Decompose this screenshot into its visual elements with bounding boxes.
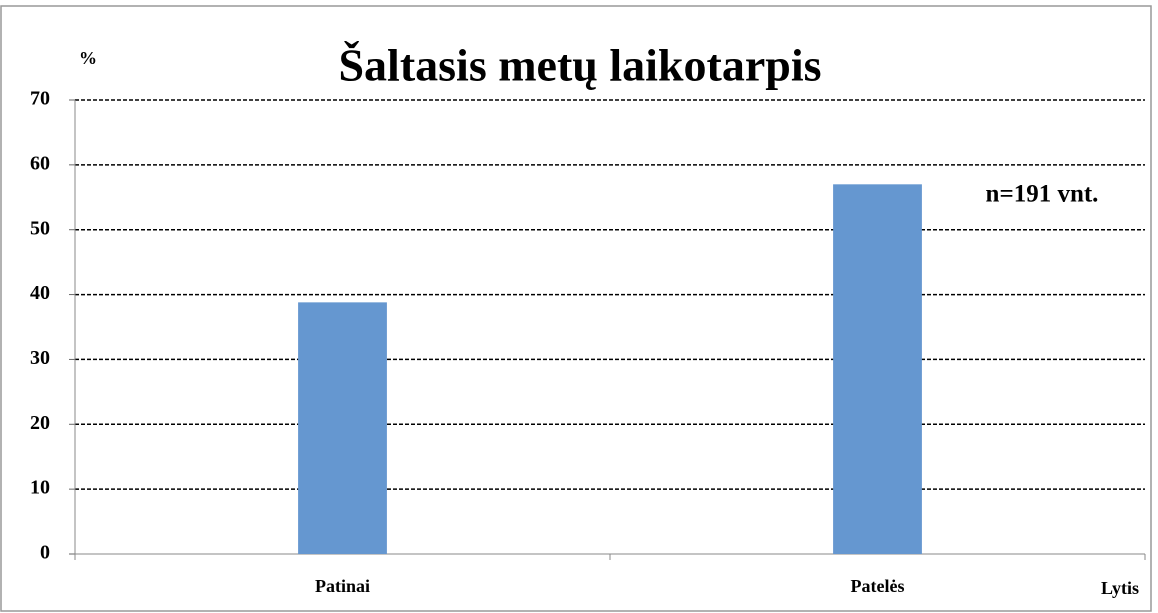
x-axis-label: Lytis [1101,578,1139,598]
y-axis-label: % [79,48,97,68]
bar [298,302,387,554]
y-tick-label: 40 [30,282,50,304]
y-tick-label: 30 [30,347,50,369]
y-tick-label: 60 [30,152,50,174]
y-tick-label: 20 [30,412,50,434]
annotation: n=191 vnt. [986,181,1099,208]
x-tick-label: Patelės [851,576,905,596]
y-tick-label: 50 [30,217,50,239]
bar [833,184,922,555]
y-tick-label: 10 [30,477,50,499]
frame [0,5,1152,612]
x-tick-label: Patinai [315,576,370,596]
y-tick-label: 0 [40,542,50,564]
y-tick-label: 70 [30,88,50,110]
chart-title: Šaltasis metų laikotarpis [338,40,821,91]
